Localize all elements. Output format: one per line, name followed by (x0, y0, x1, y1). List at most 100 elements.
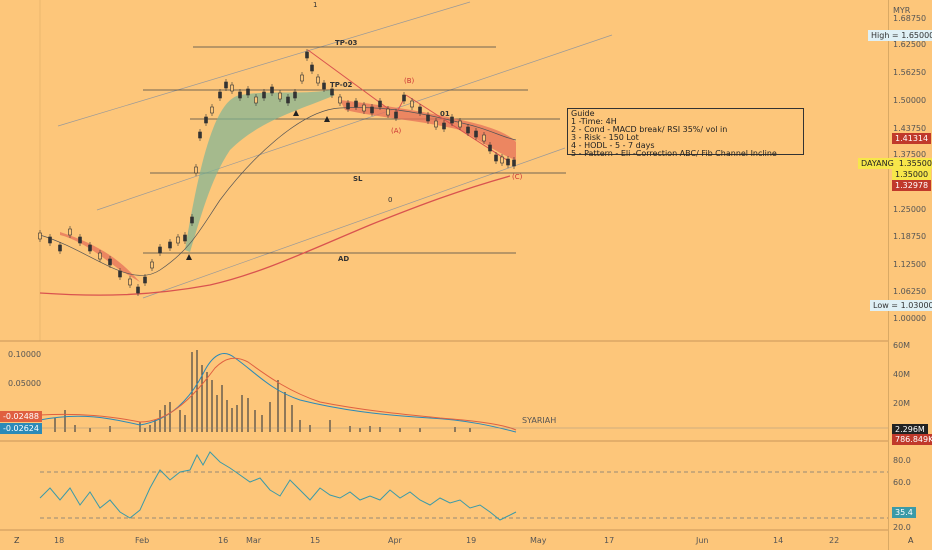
candle-body (434, 120, 438, 128)
tp03-label: TP-03 (335, 39, 358, 47)
fib-0-label: 0 (388, 196, 393, 204)
candle-body (394, 111, 398, 119)
candle-body (108, 258, 112, 266)
candle-body (466, 126, 470, 134)
tp01-label: 01 (440, 110, 450, 118)
candle-body (198, 131, 202, 139)
candle-body (78, 236, 82, 244)
candle-body (118, 270, 122, 278)
macd-tick: 0.10000 (8, 350, 42, 359)
time-tick: Apr (388, 536, 402, 545)
timezone-button[interactable]: Z (14, 536, 20, 545)
macd-tick: 0.05000 (8, 379, 42, 388)
candle-body (286, 96, 290, 104)
candle-body (418, 106, 422, 114)
candle-body (305, 51, 309, 59)
last-price: 1.35500 (898, 159, 932, 168)
candle-body (488, 144, 492, 152)
price-tick: 1.00000 (893, 314, 927, 323)
guide-line: 3 - Risk - 150 Lot (571, 133, 639, 142)
buy-marker (324, 116, 330, 122)
candle-body (316, 76, 320, 84)
candle-body (190, 216, 194, 224)
candle-body (150, 261, 154, 269)
trend-line-1 (307, 49, 391, 111)
time-tick: 17 (604, 536, 615, 545)
guide-line: 4 - HODL - 5 - 7 days (571, 141, 655, 150)
rsi-value-tag: 35.4 (892, 507, 916, 518)
wave-a-label: (A) (391, 127, 402, 135)
candle-body (158, 246, 162, 254)
price-axis[interactable] (888, 0, 932, 550)
candle-body (512, 159, 516, 167)
guide-note[interactable]: Guide 1 -Time: 4H 2 - Cond - MACD break/… (567, 108, 804, 158)
price-tick: 1.56250 (893, 68, 927, 77)
price-tick: 1.25000 (893, 205, 927, 214)
buy-marker (293, 110, 299, 116)
red-bottom-tag: 1.32978 (892, 180, 932, 191)
volume-tag: 2.296M (892, 424, 928, 435)
tp02-label: TP-02 (330, 81, 353, 89)
ma-200-line (39, 175, 511, 296)
candle-body (183, 234, 187, 242)
guide-line: 5 - Pattern - Eli -Correction ABC/ Fib C… (571, 149, 777, 158)
price-tick: 1.06250 (893, 287, 927, 296)
low-label: Low (873, 301, 889, 310)
time-tick: 15 (310, 536, 321, 545)
ad-label: AD (338, 255, 350, 263)
candle-body (224, 81, 228, 89)
candle-body (204, 116, 208, 124)
candle-body (176, 236, 180, 244)
candle-body (300, 74, 304, 82)
candle-body (442, 122, 446, 130)
high-tag: High = 1.65000 (868, 30, 932, 41)
syariah-label: SYARIAH (522, 416, 557, 425)
red-top-tag: 1.41314 (892, 133, 932, 144)
sl-label: SL (353, 175, 363, 183)
candle-body (58, 244, 62, 252)
candle-body (494, 154, 498, 162)
time-tick: 18 (54, 536, 65, 545)
time-tick: Mar (246, 536, 262, 545)
candle-body (370, 106, 374, 114)
candle-body (210, 106, 214, 114)
price-tick: 1.37500 (893, 150, 927, 159)
candle-body (143, 276, 147, 284)
candle-body (68, 228, 72, 236)
rsi-tick: 20.0 (893, 523, 911, 532)
volume-tick: 40M (893, 370, 911, 379)
volume-tag-2: 786.849K (892, 434, 932, 445)
candle-body (136, 286, 140, 294)
candle-body (278, 92, 282, 100)
low-tag: Low = 1.03000 (870, 300, 932, 311)
signal-line (39, 357, 517, 431)
candle-body (238, 91, 242, 99)
ema-ribbon-red-late (340, 100, 516, 160)
candle-body (426, 114, 430, 122)
candle-body (168, 241, 172, 249)
candle-body (410, 100, 414, 108)
candles (38, 49, 516, 296)
auto-scale-button[interactable]: A (908, 536, 914, 545)
level-tag: 1.35000 (892, 169, 932, 180)
buy-marker (186, 254, 192, 260)
guide-line: 2 - Cond - MACD break/ RSI 35%/ vol in (571, 125, 728, 134)
rsi-tick: 60.0 (893, 478, 911, 487)
price-tick: 1.18750 (893, 232, 927, 241)
candle-body (48, 236, 52, 244)
wave-c-label: (C) (512, 173, 523, 181)
guide-line: 1 -Time: 4H (571, 117, 617, 126)
candle-body (254, 96, 258, 104)
candle-body (98, 252, 102, 260)
price-tick: 1.50000 (893, 96, 927, 105)
candle-body (386, 108, 390, 116)
time-tick: 16 (218, 536, 229, 545)
candle-body (246, 88, 250, 96)
level-lines (143, 46, 566, 254)
time-tick: Feb (135, 536, 150, 545)
time-tick: May (530, 536, 547, 545)
time-tick: 14 (773, 536, 784, 545)
high-label: High (871, 31, 890, 40)
